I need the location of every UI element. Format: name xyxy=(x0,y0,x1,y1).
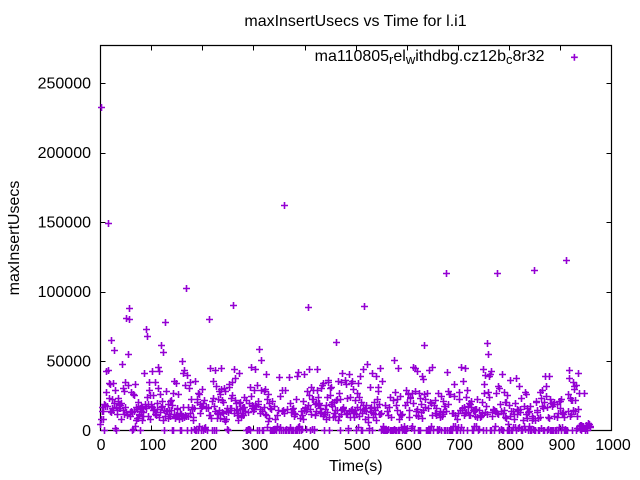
svg-text:700: 700 xyxy=(446,437,473,454)
svg-text:100: 100 xyxy=(139,437,166,454)
svg-text:0: 0 xyxy=(97,437,106,454)
svg-text:200000: 200000 xyxy=(38,145,91,162)
svg-text:maxInsertUsecs vs Time for l.i: maxInsertUsecs vs Time for l.i1 xyxy=(244,13,466,30)
svg-text:0: 0 xyxy=(82,423,91,440)
svg-text:Time(s): Time(s) xyxy=(329,458,383,475)
svg-text:900: 900 xyxy=(549,437,576,454)
svg-text:maxInsertUsecs: maxInsertUsecs xyxy=(6,181,23,296)
svg-text:400: 400 xyxy=(293,437,320,454)
svg-text:200: 200 xyxy=(190,437,217,454)
svg-text:600: 600 xyxy=(395,437,422,454)
svg-text:ma110805relwithdbg.cz12bc8r32: ma110805relwithdbg.cz12bc8r32 xyxy=(315,48,545,67)
svg-text:1000: 1000 xyxy=(595,437,631,454)
svg-text:250000: 250000 xyxy=(38,76,91,93)
svg-text:500: 500 xyxy=(344,437,371,454)
svg-text:300: 300 xyxy=(242,437,269,454)
svg-text:50000: 50000 xyxy=(47,354,92,371)
svg-text:100000: 100000 xyxy=(38,284,91,301)
svg-text:150000: 150000 xyxy=(38,215,91,232)
svg-text:800: 800 xyxy=(497,437,524,454)
